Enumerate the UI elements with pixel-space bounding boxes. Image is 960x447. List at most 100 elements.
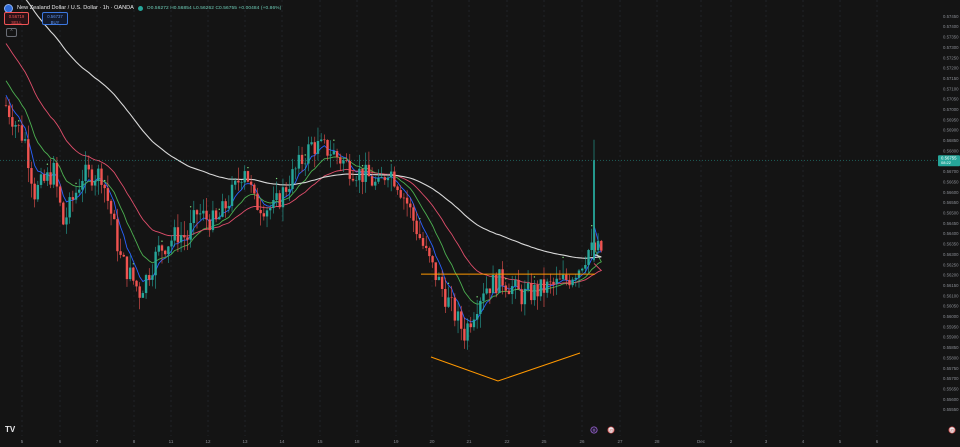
candle-body [116, 219, 119, 252]
swing-high-dot [361, 165, 364, 167]
candle-body [262, 213, 266, 217]
candle-body [552, 281, 555, 285]
candle-body [281, 187, 285, 208]
candle-body [510, 286, 514, 295]
swing-high-dot [103, 179, 106, 182]
candle-body [20, 125, 24, 141]
candle-body [364, 164, 367, 182]
candle-body [87, 164, 90, 170]
price-tick-label: 0.56900 [943, 128, 959, 133]
candle-body [380, 177, 383, 178]
candle-body [313, 142, 316, 154]
symbol-title[interactable]: New Zealand Dollar / U.S. Dollar · 1h · … [17, 5, 134, 11]
price-tick-label: 0.55900 [943, 335, 959, 340]
price-tick-label: 0.56450 [943, 221, 959, 226]
date-tick-label: 27 [617, 439, 623, 444]
date-tick-label: 21 [466, 439, 472, 444]
candle-body [198, 213, 202, 215]
candle-body [122, 254, 125, 257]
price-tick-label: 0.57100 [943, 86, 959, 91]
candle-body [495, 274, 498, 293]
price-tick-label: 0.57050 [943, 97, 959, 102]
candle-body [240, 182, 243, 184]
candle-body [316, 140, 320, 154]
candle-body [234, 180, 237, 185]
buy-button[interactable]: 0.56737 BUY [42, 12, 68, 25]
candle-body [542, 279, 546, 293]
date-tick-label: 5 [839, 439, 842, 444]
swing-high-dot [275, 177, 278, 180]
price-tick-label: 0.57450 [943, 14, 959, 19]
candle-body [514, 280, 517, 287]
date-tick-label: 22 [504, 439, 510, 444]
price-tick-label: 0.56200 [943, 273, 959, 278]
candle-body [593, 160, 595, 261]
candle-body [488, 288, 492, 294]
swing-high-dot [419, 217, 421, 220]
candle-body [450, 297, 453, 299]
candle-body [11, 117, 14, 127]
candle-body [431, 256, 434, 263]
price-tick-label: 0.57300 [943, 45, 959, 50]
candle-body [386, 177, 390, 181]
candle-body [520, 289, 523, 305]
price-tick-label: 0.55600 [943, 397, 959, 402]
date-tick-label: 7 [96, 439, 99, 444]
candle-body [418, 234, 422, 239]
candle-body [491, 274, 495, 294]
price-tick-label: 0.55550 [943, 407, 959, 412]
candle-body [329, 154, 332, 156]
candle-body [93, 180, 97, 186]
candle-body [555, 278, 558, 285]
economic-event-label: 0 [593, 429, 595, 433]
candle-body [374, 181, 377, 186]
swing-high-dot [46, 163, 49, 165]
candle-body [568, 279, 571, 286]
candle-body [192, 210, 196, 224]
candle-body [243, 171, 246, 183]
inverse-head-shoulders-line [430, 352, 581, 382]
price-tick-label: 0.57150 [943, 76, 959, 81]
candle-body [278, 193, 281, 208]
candle-body [383, 177, 387, 181]
economic-event-label: US [609, 429, 615, 433]
price-tick-label: 0.56950 [943, 117, 959, 122]
candle-body [272, 200, 275, 209]
candle-body [425, 245, 428, 249]
candle-body [561, 274, 565, 280]
candle-body [421, 238, 425, 246]
candle-body [469, 323, 472, 328]
date-tick-label: 11 [169, 439, 174, 444]
candle-body [405, 197, 409, 204]
sell-button[interactable]: 0.56719 SELL [4, 12, 29, 25]
candle-body [259, 209, 262, 214]
candle-body [558, 278, 562, 280]
candle-body [377, 177, 380, 182]
collapse-legend-button[interactable]: ⌃ [6, 28, 17, 37]
candle-body [218, 216, 221, 220]
candle-body [148, 275, 151, 280]
candle-body [154, 251, 157, 276]
candle-body [195, 210, 199, 215]
candle-body [141, 293, 145, 298]
swing-high-dot [18, 120, 20, 122]
candle-body [43, 174, 46, 181]
candle-body [71, 197, 75, 200]
candle-body [160, 245, 164, 251]
ema-line-2 [5, 43, 603, 286]
candle-body [517, 280, 520, 290]
price-tick-label: 0.55800 [943, 355, 959, 360]
candle-body [460, 311, 463, 329]
candle-body [179, 235, 183, 243]
economic-event-label: US [950, 429, 956, 433]
candle-body [571, 279, 574, 286]
candle-body [36, 184, 40, 200]
sell-price: 0.56719 [8, 14, 25, 19]
candle-body [348, 161, 351, 179]
candle-body [97, 168, 100, 181]
current-price-countdown: 08:22 [941, 160, 952, 165]
tradingview-logo[interactable]: TV [5, 425, 16, 434]
swing-high-dot [390, 160, 392, 162]
candle-body [33, 183, 36, 200]
